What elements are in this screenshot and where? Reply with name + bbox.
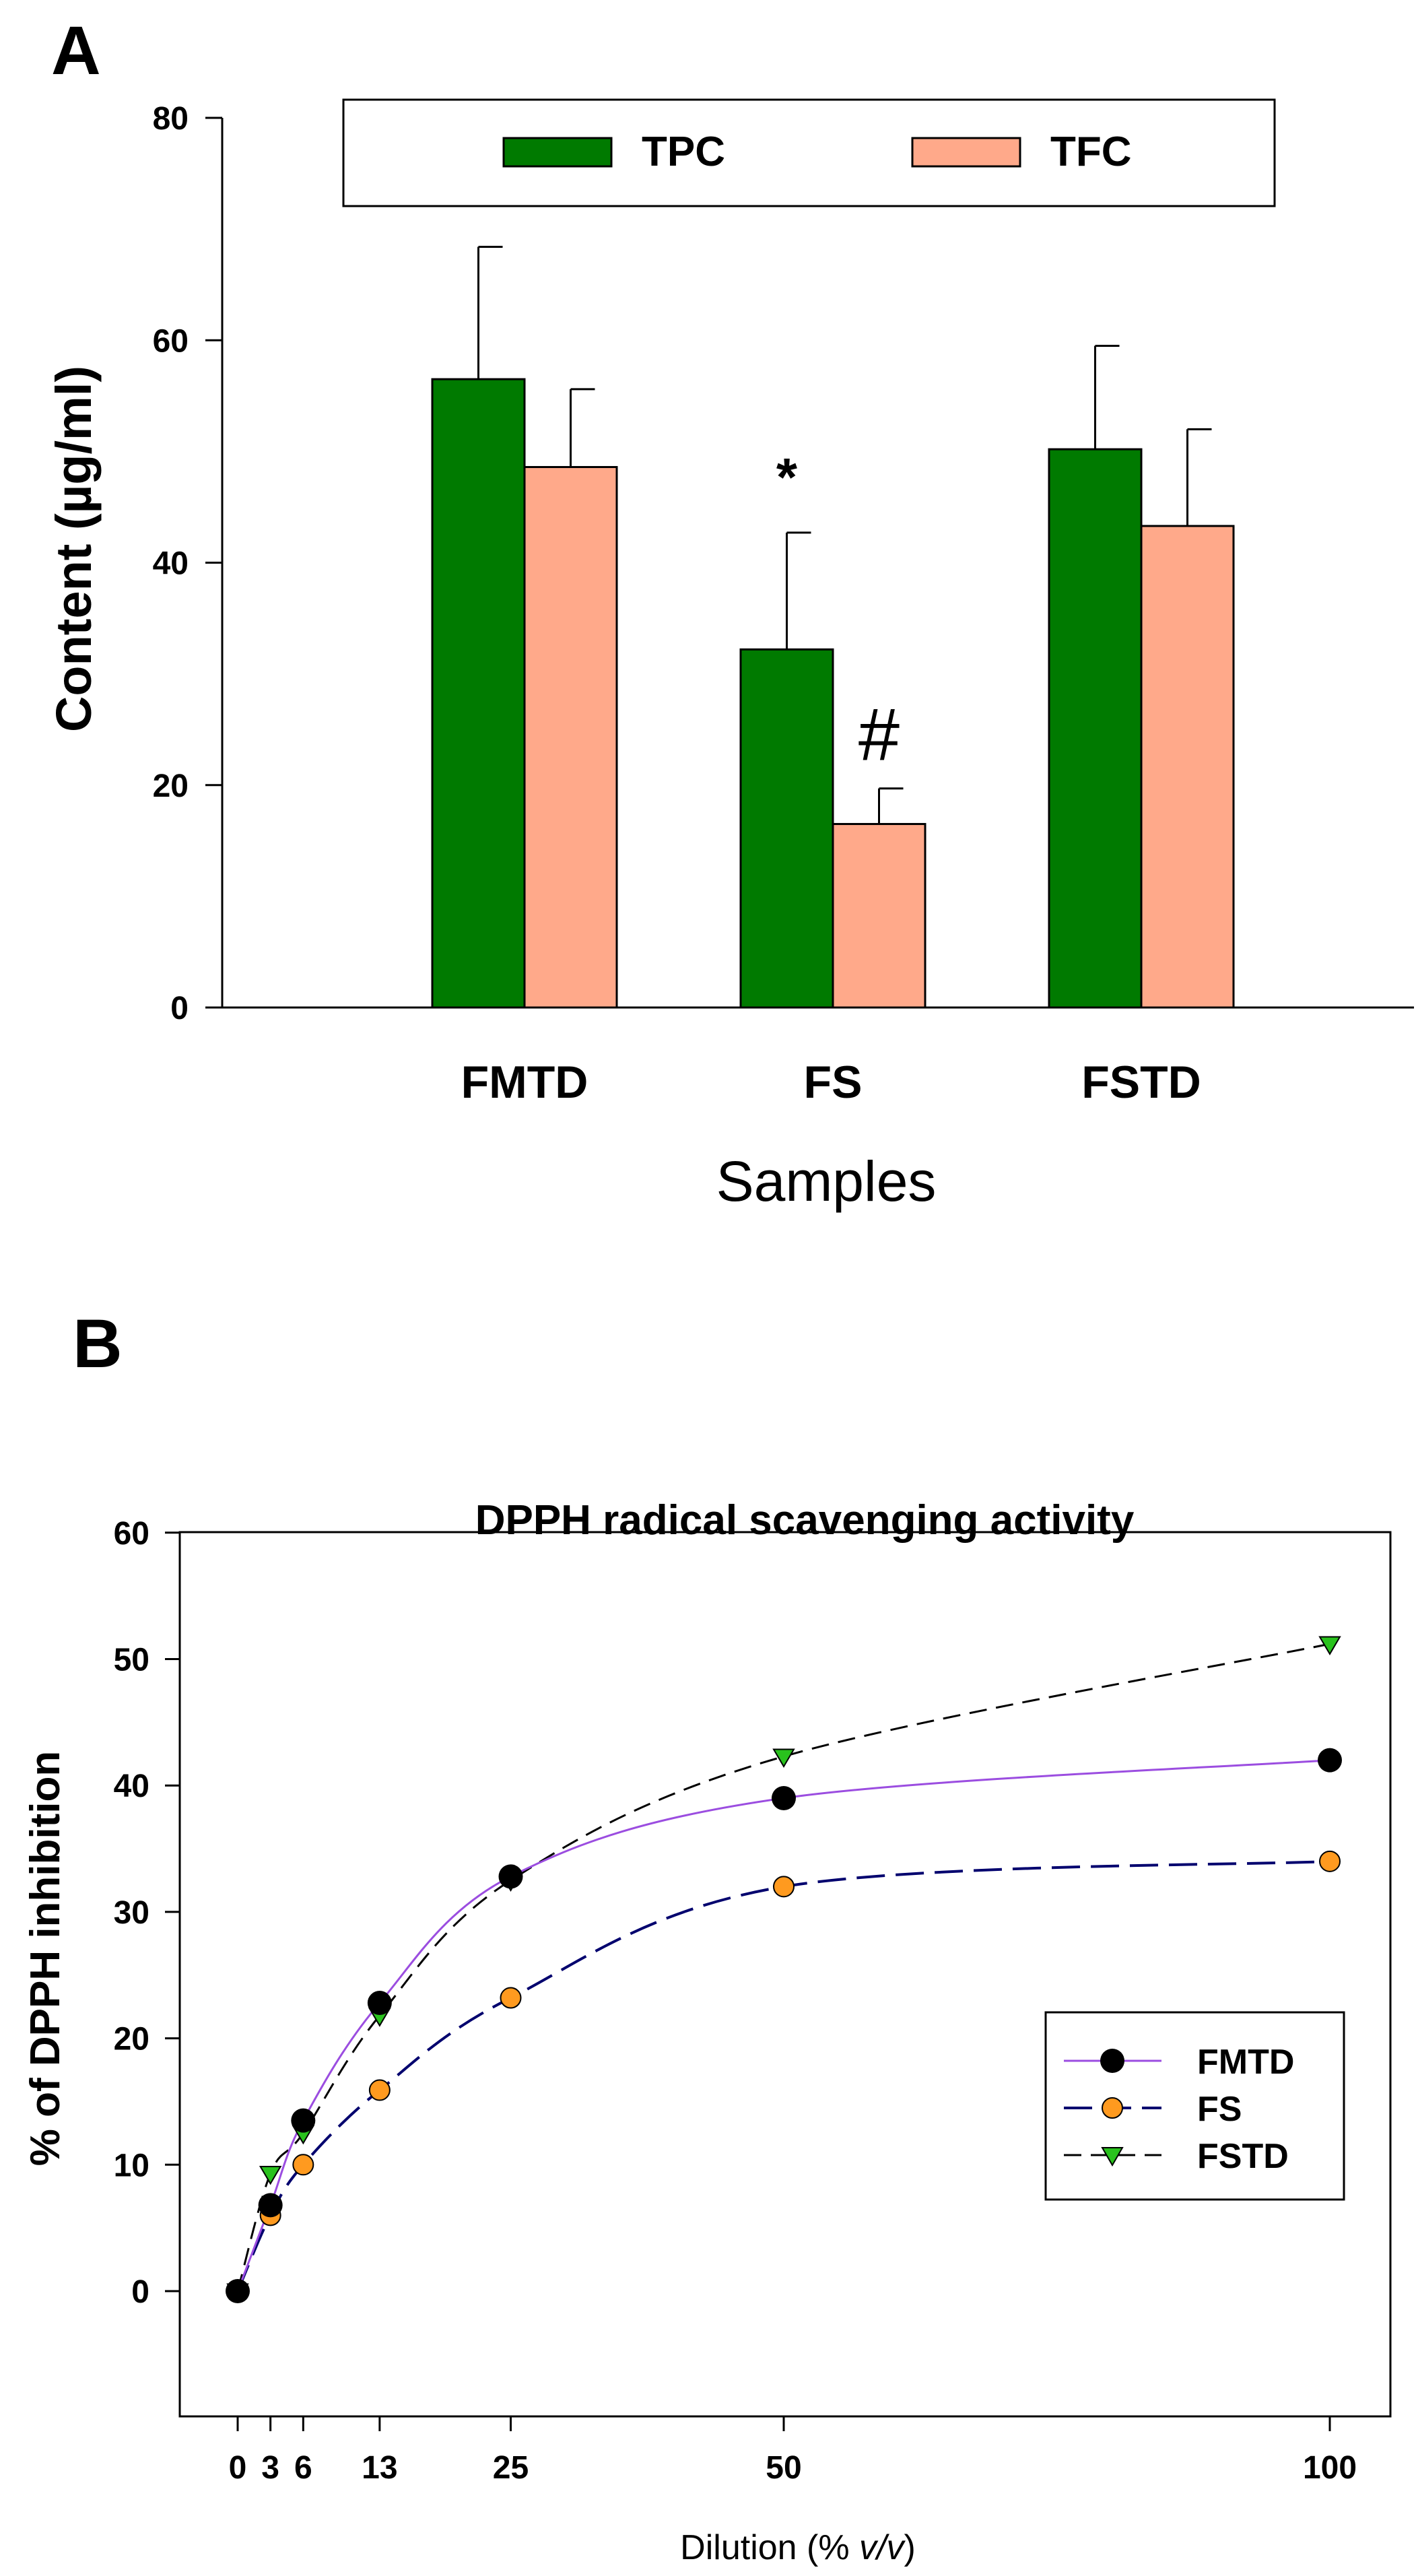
chart-b-line-fs xyxy=(236,1859,1330,2292)
chart-b-point-fs xyxy=(773,1876,795,1898)
chart-a-y-tick-label: 40 xyxy=(153,546,189,582)
chart-b-x-ticks: 0 3 6 13 25 50 100 xyxy=(229,2416,1357,2486)
chart-b-point-fstd xyxy=(1318,1636,1341,1655)
chart-a-y-tick-label: 0 xyxy=(170,991,189,1026)
chart-b-x-tick-label: 6 xyxy=(294,2450,312,2486)
legend-label-fmtd: FMTD xyxy=(1197,2043,1294,2082)
chart-b-x-tick-label: 13 xyxy=(362,2450,397,2486)
chart-b-line-fstd xyxy=(236,1643,1330,2292)
chart-b-point-fmtd xyxy=(258,2193,283,2218)
chart-b-x-tick-label: 0 xyxy=(229,2450,247,2486)
chart-b-point-fs xyxy=(1319,1850,1341,1872)
chart-a-bar-tpc-fmtd xyxy=(431,378,526,1009)
chart-a-y-ticks: 0 20 40 60 80 xyxy=(153,101,222,1026)
chart-b-point-fs xyxy=(292,2154,314,2176)
chart-a-y-tick-label: 20 xyxy=(153,768,189,804)
chart-a-x-tick-label: FS xyxy=(804,1057,863,1108)
panel-a-label: A xyxy=(51,12,101,89)
chart-b-y-tick-label: 0 xyxy=(131,2274,149,2310)
chart-b-point-fmtd xyxy=(772,1785,796,1810)
chart-b-point-fstd xyxy=(772,1748,795,1769)
chart-b-lines xyxy=(236,1643,1330,2292)
legend-marker-fs xyxy=(1102,2097,1123,2119)
chart-a-bar-tfc-fstd xyxy=(1140,525,1235,1009)
chart-b-y-tick-label: 50 xyxy=(114,1643,149,1678)
panel-b: B DPPH radical scavenging activity % of … xyxy=(22,1305,1392,2567)
chart-a-x-tick-labels: FMTD FS FSTD xyxy=(461,1057,1201,1108)
legend-marker-fstd xyxy=(1101,2147,1124,2167)
chart-b-y-tick-label: 10 xyxy=(114,2148,149,2183)
chart-b-line-fmtd xyxy=(236,1759,1330,2292)
chart-b-title: DPPH radical scavenging activity xyxy=(475,1497,1135,1544)
chart-a-xlabel: Samples xyxy=(716,1150,937,1213)
chart-b-point-fs xyxy=(500,1987,522,2009)
legend-label-fstd: FSTD xyxy=(1197,2137,1289,2176)
chart-b-legend: FMTD FS FSTD xyxy=(1044,2011,1345,2201)
chart-a-bars: *# xyxy=(431,246,1235,1009)
chart-a-bar-tpc-fstd xyxy=(1048,448,1143,1009)
chart-a-annotation: * xyxy=(776,447,798,507)
chart-a-x-tick-label: FMTD xyxy=(461,1057,588,1108)
chart-a-legend: TPC TFC xyxy=(342,98,1276,207)
chart-a-ylabel: Content (µg/ml) xyxy=(46,366,102,732)
chart-b-point-fstd xyxy=(259,2165,282,2185)
chart-b-y-tick-label: 60 xyxy=(114,1516,149,1552)
chart-b-point-fmtd xyxy=(291,2108,316,2133)
legend-label-tfc: TFC xyxy=(1050,129,1132,175)
chart-a-bar-tpc-fs xyxy=(739,648,834,1009)
chart-b-ylabel: % of DPPH inhibition xyxy=(22,1751,69,2167)
chart-b-plot-frame xyxy=(178,1531,1392,2418)
legend-swatch-tfc xyxy=(911,137,1021,168)
chart-b-point-fmtd xyxy=(498,1864,523,1889)
panel-b-label: B xyxy=(73,1305,123,1382)
chart-b-x-tick-label: 3 xyxy=(261,2450,279,2486)
chart-b-xlabel-suffix: ) xyxy=(904,2528,916,2567)
chart-a-bar-tfc-fmtd xyxy=(523,465,618,1009)
chart-b-point-fmtd xyxy=(226,2279,250,2303)
chart-a-y-tick-label: 80 xyxy=(153,101,189,137)
legend-label-fs: FS xyxy=(1197,2090,1242,2129)
chart-b-x-tick-label: 50 xyxy=(766,2450,801,2486)
chart-b-xlabel-italic: v/v xyxy=(859,2528,906,2567)
chart-a-annotation: # xyxy=(858,694,900,777)
chart-b-point-fmtd xyxy=(1318,1748,1342,1773)
chart-b-markers xyxy=(226,1636,1342,2303)
chart-b-point-fs xyxy=(368,2079,391,2101)
chart-b-y-ticks: 0 10 20 30 40 50 60 xyxy=(114,1516,180,2310)
chart-b-legend-box xyxy=(1044,2011,1345,2201)
chart-a-bar-tfc-fs xyxy=(832,823,926,1009)
chart-b-y-tick-label: 20 xyxy=(114,2022,149,2057)
legend-marker-fmtd xyxy=(1100,2049,1124,2073)
chart-b-x-tick-label: 100 xyxy=(1303,2450,1357,2486)
chart-b-y-tick-label: 40 xyxy=(114,1769,149,1804)
chart-b-point-fmtd xyxy=(367,1991,392,2016)
chart-a-legend-box xyxy=(342,98,1276,207)
legend-swatch-tpc xyxy=(502,137,613,168)
legend-label-tpc: TPC xyxy=(642,129,725,175)
chart-a-y-tick-label: 60 xyxy=(153,323,189,359)
chart-b-xlabel: Dilution (% v/v) xyxy=(680,2528,916,2567)
chart-a-x-tick-label: FSTD xyxy=(1081,1057,1201,1108)
chart-b-x-tick-label: 25 xyxy=(493,2450,529,2486)
chart-b-y-tick-label: 30 xyxy=(114,1895,149,1931)
chart-b-xlabel-prefix: Dilution (% xyxy=(680,2528,859,2567)
